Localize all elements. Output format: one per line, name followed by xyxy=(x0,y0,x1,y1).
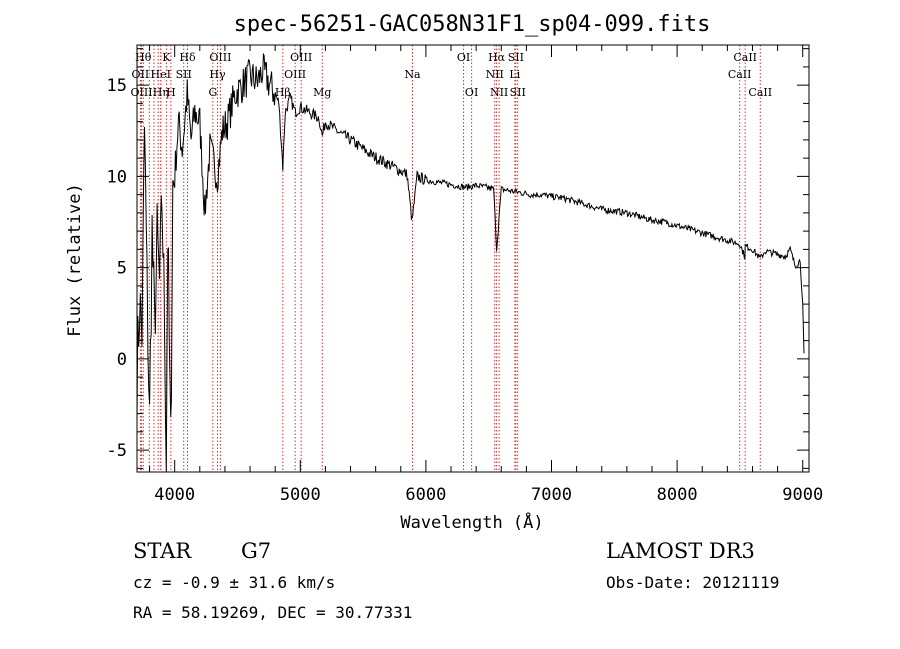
obs-date: Obs-Date: 20121119 xyxy=(606,573,780,592)
line-label: Hθ xyxy=(135,51,152,64)
line-label: H xyxy=(166,86,176,99)
x-tick-label: 5000 xyxy=(280,485,321,505)
line-label: Na xyxy=(404,68,421,81)
line-label: Li xyxy=(509,68,520,81)
redshift-text: cz = -0.9 ± 31.6 km/s xyxy=(133,573,336,592)
x-tick-label: 8000 xyxy=(657,485,698,505)
object-type: STAR xyxy=(133,539,192,563)
line-label: OIII xyxy=(209,51,231,64)
line-label: OII xyxy=(132,68,150,81)
line-label: Mg xyxy=(313,86,331,99)
line-label: OI xyxy=(465,86,478,99)
line-label: OIII xyxy=(284,68,306,81)
y-tick-label: 5 xyxy=(117,259,127,279)
line-label: SII xyxy=(510,86,526,99)
subclass: G7 xyxy=(241,539,272,563)
line-label: Hα xyxy=(488,51,506,64)
line-label: SII xyxy=(176,68,192,81)
line-label: K xyxy=(162,51,171,64)
line-label: SII xyxy=(508,51,524,64)
x-tick-label: 6000 xyxy=(405,485,446,505)
axis-ticks: 4000 5000 6000 7000 8000 9000 -5 0 5 10 15 xyxy=(107,45,823,505)
line-label: OI xyxy=(457,51,470,64)
y-tick-label: 10 xyxy=(107,167,127,187)
x-axis-label: Wavelength (Å) xyxy=(400,511,543,533)
line-label: Hγ xyxy=(209,68,226,81)
y-tick-label: 15 xyxy=(107,76,127,96)
line-label: OIII xyxy=(290,51,312,64)
x-tick-label: 7000 xyxy=(531,485,572,505)
line-label: OIII xyxy=(130,86,152,99)
line-label: CaII xyxy=(748,86,772,99)
line-label: CaII xyxy=(728,68,752,81)
line-label: G xyxy=(208,86,217,99)
y-tick-label: 0 xyxy=(117,350,127,370)
y-axis-label: Flux (relative) xyxy=(65,183,85,337)
line-label: HeI xyxy=(151,68,171,81)
x-tick-label: 9000 xyxy=(782,485,823,505)
line-label: CaII xyxy=(733,51,757,64)
coordinates: RA = 58.19269, DEC = 30.77331 xyxy=(133,603,413,622)
line-label: Hδ xyxy=(179,51,196,64)
spectral-line-markers xyxy=(139,45,761,472)
chart-title: spec-56251-GAC058N31F1_sp04-099.fits xyxy=(234,12,711,37)
spectral-line-labels: HθOIIOIIIHeIHηKHSIIHδGHγOIIIHβOIIIOIIIMg… xyxy=(130,51,772,99)
survey-name: LAMOST DR3 xyxy=(606,539,755,563)
plot-frame xyxy=(136,44,810,473)
flux-line xyxy=(136,52,805,473)
line-label: NII xyxy=(486,68,504,81)
line-label: Hη xyxy=(153,86,169,99)
line-label: Hβ xyxy=(275,86,291,99)
x-tick-label: 4000 xyxy=(154,485,195,505)
line-label: NII xyxy=(490,86,508,99)
y-tick-label: -5 xyxy=(107,441,127,461)
